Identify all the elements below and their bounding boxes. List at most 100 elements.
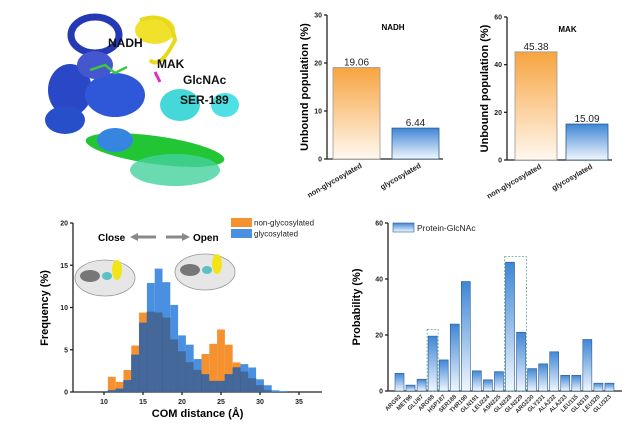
bar-GLU323	[604, 382, 615, 392]
bar-non-glycosylated	[514, 51, 558, 161]
bar-GLN228	[505, 261, 515, 392]
x-tick-label: glycosylated	[379, 161, 423, 192]
highlight-box	[504, 256, 527, 392]
x-tick-label: 35	[295, 399, 303, 406]
histogram-bin-overlap	[248, 378, 257, 393]
histogram-bin-overlap	[170, 339, 179, 393]
bar-GLU97	[416, 378, 427, 392]
histogram-bin-overlap	[154, 312, 163, 393]
bar-MET96	[405, 384, 416, 392]
histogram-bin-non-glycosylated	[232, 362, 241, 368]
x-axis-label: COM distance (Å)	[152, 407, 244, 420]
glcnac-probability-chart: 0204060ARG92MET96GLU97ARG98HSP187SER188T…	[351, 221, 622, 415]
histogram-bin-glycosylated	[256, 379, 264, 386]
histogram-bin-overlap	[201, 374, 210, 393]
bar-ARG230	[527, 368, 537, 392]
histogram-bin-overlap	[115, 388, 124, 393]
y-tick-label: 20	[494, 110, 502, 117]
legend-label: Protein-GlcNAc	[417, 223, 476, 233]
legend-swatch-non-glycosylated	[231, 218, 252, 227]
bar-GLN319	[582, 339, 593, 392]
histogram-bin-glycosylated	[193, 359, 202, 371]
label-nadh: NADH	[108, 36, 143, 50]
structure-ligand	[102, 272, 112, 280]
bar-SER188	[449, 323, 460, 392]
mak-bar-chart: 0 20 40 60 45.38 non-glycosylated 15.09 glycosy…	[479, 15, 612, 201]
arrow-right-icon	[166, 233, 190, 241]
bar-LEU115	[571, 375, 582, 392]
histogram-bin-overlap	[185, 362, 194, 393]
y-tick-label: 5	[64, 347, 68, 354]
structure-ligand	[202, 266, 212, 274]
open-structure-image	[174, 253, 236, 291]
histogram-bin-glycosylated	[162, 282, 171, 318]
y-tick-label: 15	[60, 263, 68, 270]
histogram-bin-overlap	[131, 354, 140, 393]
histogram-bin-glycosylated	[271, 390, 280, 392]
nadh-bar-chart: 0 10 20 30 19.06 non-glycosylated 6.44 glycosyl…	[299, 13, 443, 200]
y-tick-label: 60	[375, 221, 383, 228]
bar-THR190	[460, 281, 471, 392]
legend-swatch-glycosylated	[231, 229, 252, 238]
histogram-bin-overlap	[107, 390, 116, 393]
x-tick-label: 25	[217, 399, 225, 406]
histogram-bin-overlap	[255, 385, 265, 393]
close-label: Close	[98, 233, 126, 244]
histogram-bin-overlap	[162, 317, 171, 393]
y-axis-label: Unbound population (%)	[479, 24, 491, 152]
histogram-bin-glycosylated	[146, 282, 155, 312]
x-tick-label: 20	[178, 399, 186, 406]
bar-ALA232	[549, 351, 560, 392]
close-structure-image	[74, 259, 136, 297]
bar-non-glycosylated	[332, 67, 381, 160]
x-tick-label: non-glycosylated	[485, 162, 543, 201]
structure-yellow-helix	[212, 254, 222, 274]
legend-label: glycosylated	[254, 230, 298, 239]
bar-ASN225	[494, 371, 504, 392]
y-tick-label: 0	[379, 389, 383, 396]
protein-structure-image: NADH MAK GlcNAc SER-189	[45, 13, 239, 186]
y-tick-label: 20	[60, 221, 68, 228]
data-label: 19.06	[344, 58, 369, 69]
label-glcnac: GlcNAc	[183, 73, 227, 87]
y-tick-label: 40	[375, 277, 383, 284]
y-tick-label: 0	[64, 390, 68, 397]
data-label: 45.38	[523, 42, 548, 53]
histogram-bin-non-glycosylated	[107, 376, 116, 391]
histogram-bin-non-glycosylated	[224, 344, 233, 375]
y-axis-label: Probability (%)	[351, 268, 363, 345]
y-tick-label: 40	[494, 62, 502, 69]
bar-GLY231	[538, 363, 548, 392]
structure-helix	[80, 270, 100, 282]
bar-GLN191	[472, 370, 482, 392]
y-tick-label: 0	[318, 157, 322, 164]
y-tick-label: 20	[375, 333, 383, 340]
y-tick-label: 30	[314, 13, 322, 20]
x-tick-label: 30	[256, 399, 264, 406]
histogram-bin-glycosylated	[185, 344, 194, 363]
chart-title: MAK	[558, 25, 576, 34]
structure-helix	[180, 264, 200, 276]
histogram-bin-glycosylated	[170, 304, 179, 340]
x-tick-label: 10	[100, 399, 108, 406]
histogram-bin-non-glycosylated	[139, 312, 147, 323]
bar-ARG98	[427, 335, 438, 392]
x-tick-label: glycosylated	[550, 162, 594, 193]
label-ser189: SER-189	[180, 93, 229, 107]
histogram-bin-glycosylated	[154, 268, 163, 313]
bar-glycosylated	[565, 123, 609, 161]
histogram-bin-overlap	[193, 369, 202, 393]
bar-LEU224	[483, 379, 493, 392]
histogram-bin-non-glycosylated	[115, 381, 124, 389]
histogram-bin-glycosylated	[279, 391, 288, 392]
histogram-bin-glycosylated	[248, 367, 257, 379]
y-tick-label: 10	[314, 109, 322, 116]
histogram-bin-non-glycosylated	[201, 353, 210, 375]
bar-HSP187	[438, 359, 449, 392]
histogram-bin-glycosylated	[178, 335, 186, 352]
bar-glycosylated	[391, 127, 440, 160]
histogram-bin-non-glycosylated	[217, 329, 225, 382]
x-tick-label: 15	[139, 399, 147, 406]
histogram-bin-overlap	[263, 390, 272, 393]
